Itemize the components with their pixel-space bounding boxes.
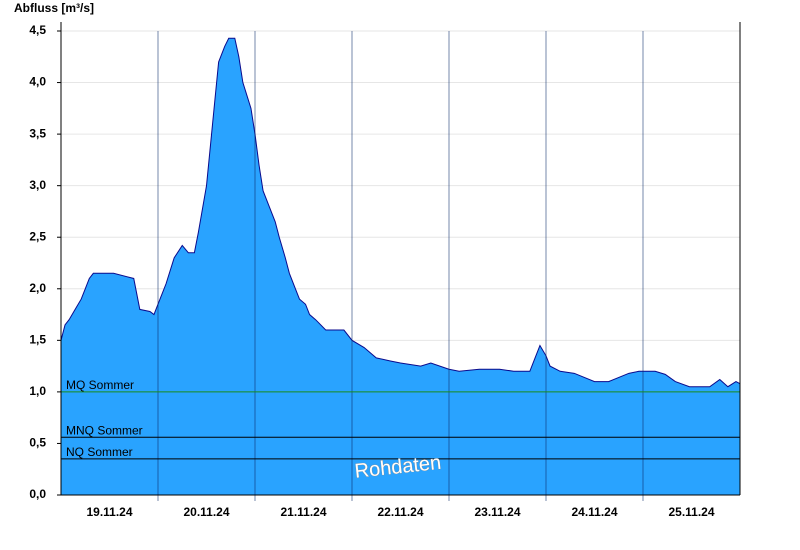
x-tick-label: 24.11.24: [571, 505, 617, 519]
reference-label: MNQ Sommer: [66, 423, 143, 437]
reference-label: NQ Sommer: [66, 445, 133, 459]
y-tick-label: 0,0: [29, 487, 46, 501]
y-tick-label: 0,5: [29, 436, 46, 450]
x-tick-label: 22.11.24: [377, 505, 423, 519]
x-tick-label: 19.11.24: [86, 505, 132, 519]
x-tick-label: 23.11.24: [474, 505, 520, 519]
y-tick-label: 3,0: [29, 178, 46, 192]
y-tick-label: 1,0: [29, 384, 46, 398]
y-tick-label: 3,5: [29, 126, 46, 140]
area: [61, 38, 740, 496]
y-axis-label: Abfluss [m³/s]: [14, 1, 94, 15]
reference-label: MQ Sommer: [66, 378, 134, 392]
y-tick-label: 4,5: [29, 23, 46, 37]
y-tick-label: 4,0: [29, 75, 46, 89]
y-tick-label: 2,0: [29, 281, 46, 295]
x-tick-label: 20.11.24: [183, 505, 229, 519]
x-tick-label: 21.11.24: [280, 505, 326, 519]
y-tick-label: 1,5: [29, 333, 46, 347]
x-tick-label: 25.11.24: [668, 505, 714, 519]
y-tick-label: 2,5: [29, 229, 46, 243]
area-outline: [60, 37, 741, 388]
